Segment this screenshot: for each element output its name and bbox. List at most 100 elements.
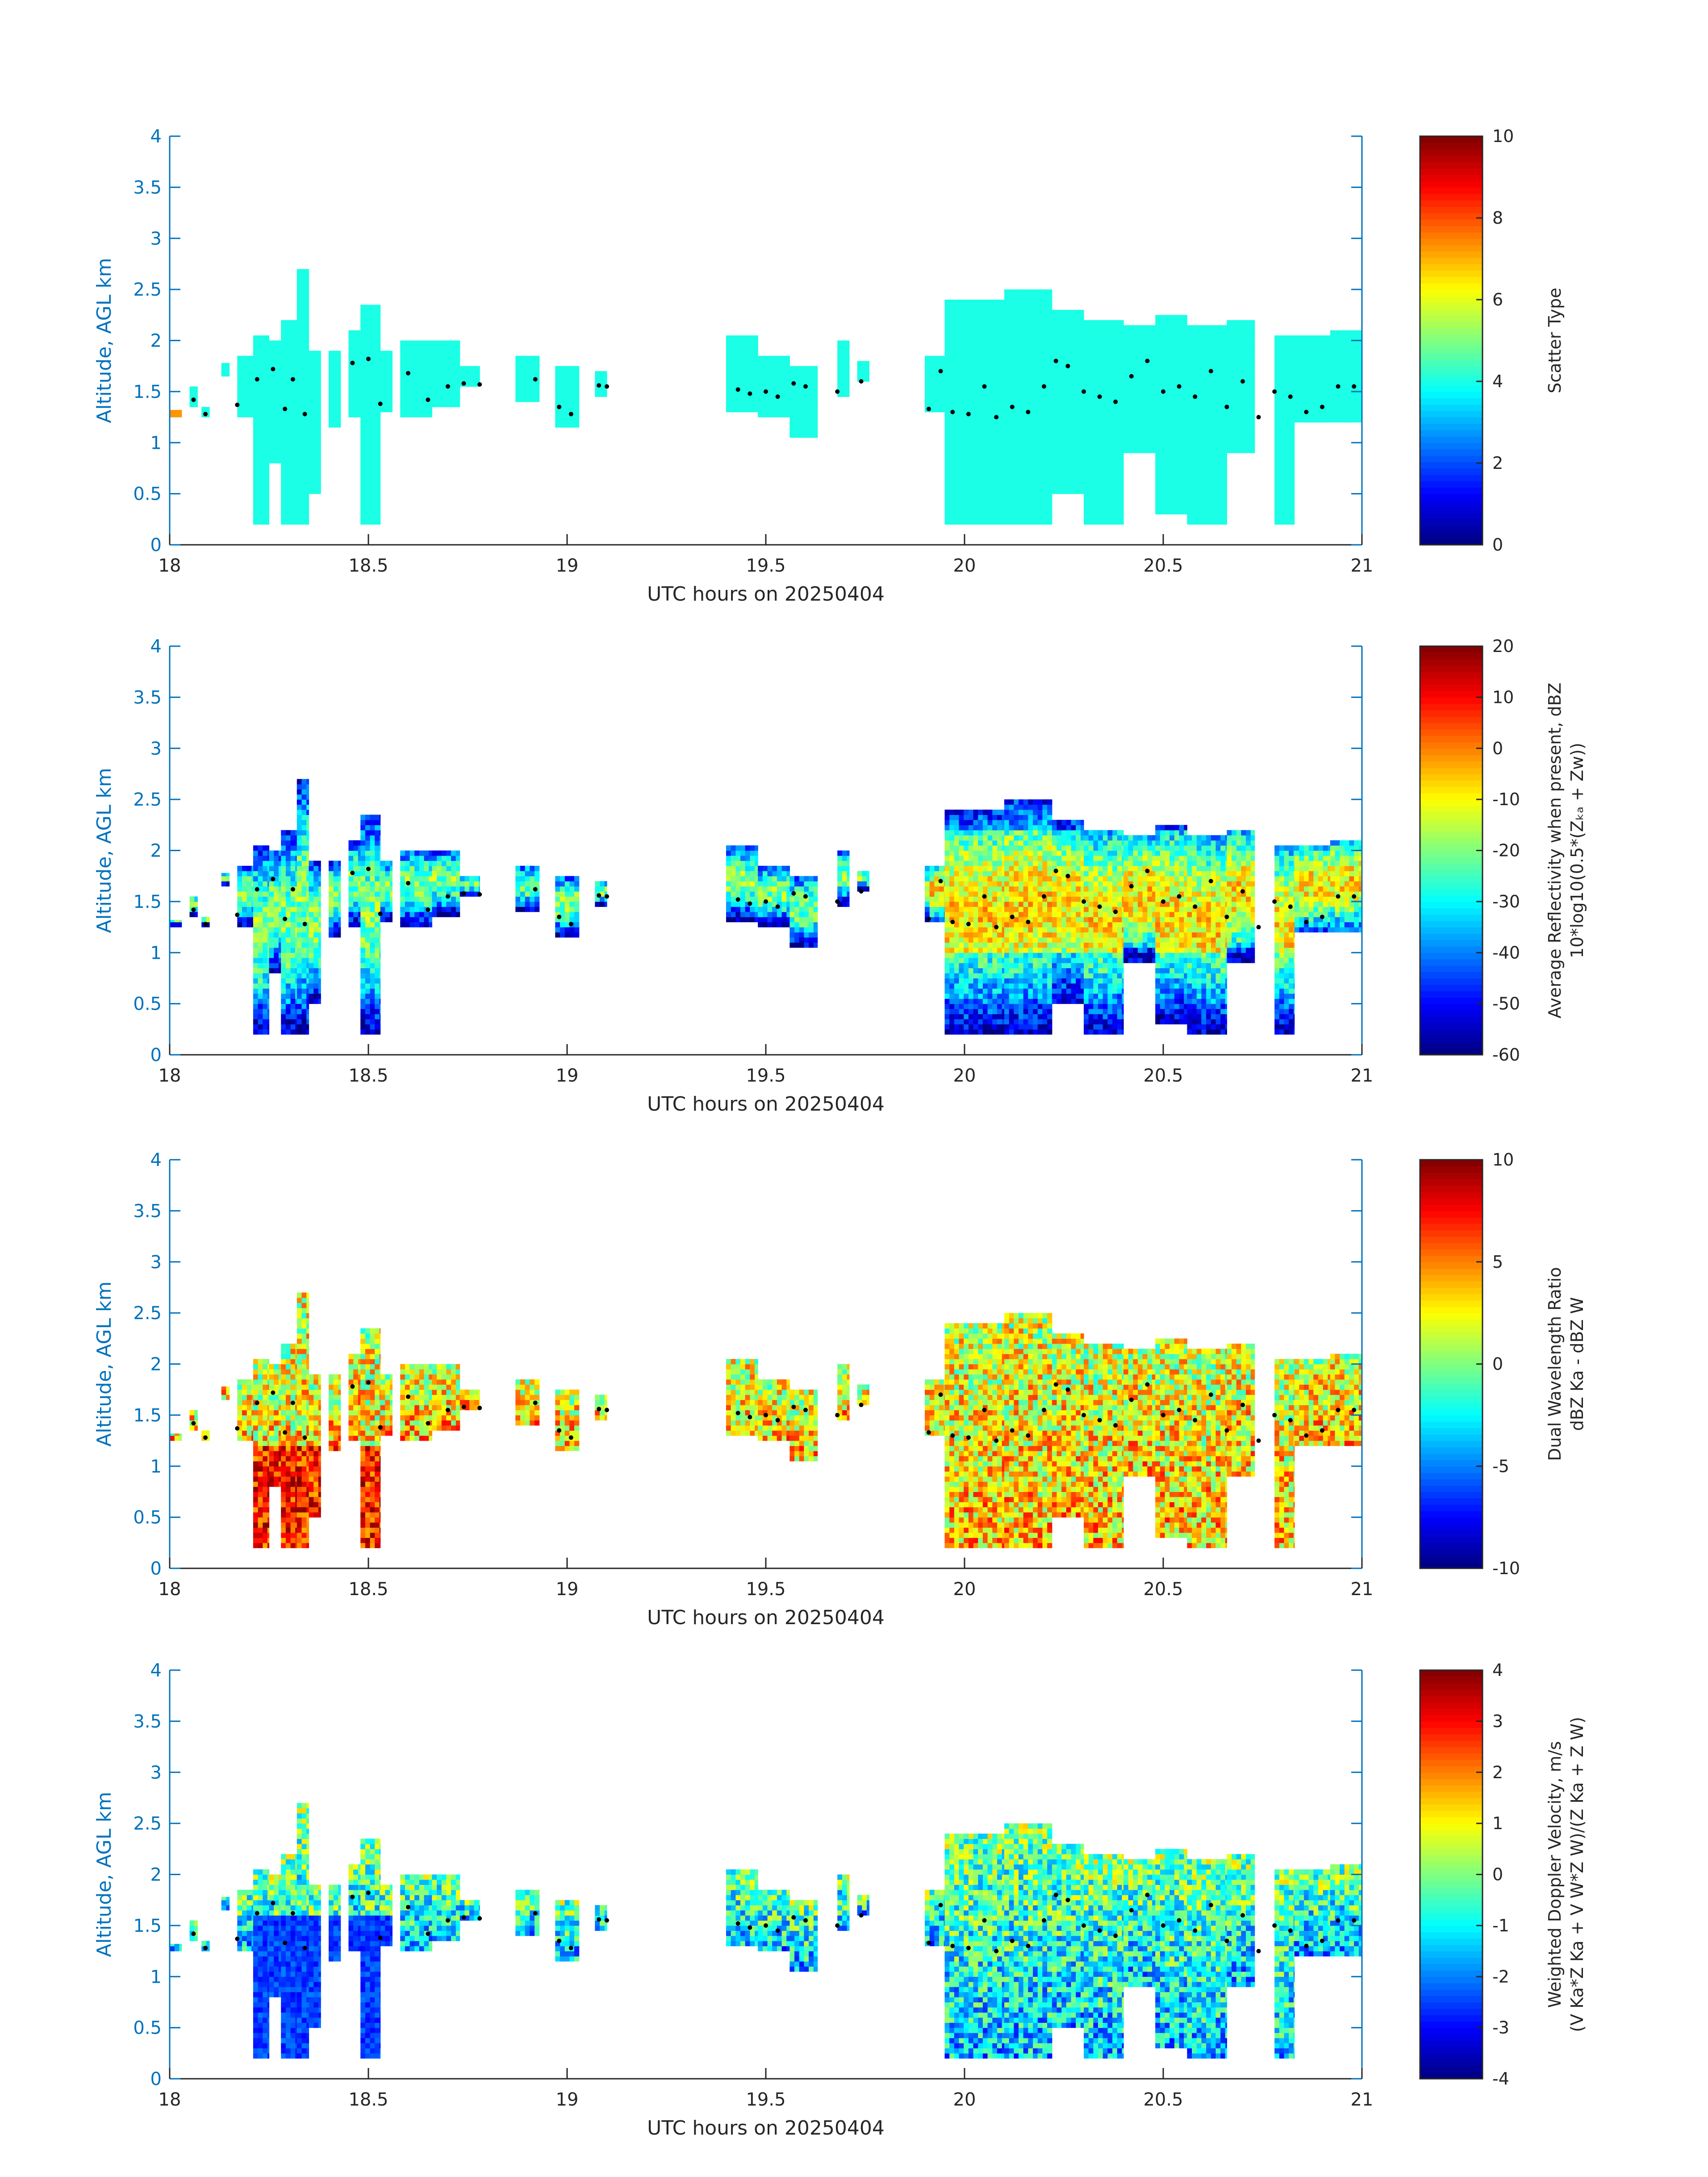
heatmap-cell (992, 361, 997, 366)
heatmap-cell (569, 397, 574, 402)
heatmap-cell (745, 407, 750, 412)
heatmap-cell (1004, 443, 1009, 448)
heatmap-cell (945, 422, 950, 428)
heatmap-cell (456, 386, 460, 392)
heatmap-cell (949, 366, 954, 372)
heatmap-cell (1138, 427, 1143, 433)
heatmap-cell (302, 295, 307, 300)
heatmap-cell (1042, 432, 1047, 438)
heatmap-cell (1160, 432, 1165, 438)
heatmap-cell (1216, 494, 1221, 499)
colorbar-band (1420, 238, 1482, 245)
colorbar-band (1420, 430, 1482, 437)
heatmap-cell (1284, 371, 1289, 376)
heatmap-cell (375, 514, 380, 519)
heatmap-cell (1289, 509, 1294, 514)
heatmap-cell (1241, 346, 1246, 351)
heatmap-cell (263, 392, 267, 397)
heatmap-cell (267, 371, 269, 376)
heatmap-cell (1201, 417, 1206, 422)
heatmap-cell (253, 484, 258, 489)
heatmap-cell (1028, 432, 1033, 438)
heatmap-cell (1184, 381, 1187, 387)
heatmap-cell (1033, 438, 1038, 443)
heatmap-cell (814, 366, 818, 372)
heatmap-cell (1160, 366, 1165, 372)
heatmap-cell (1211, 392, 1216, 397)
heatmap-cell (969, 300, 973, 305)
heatmap-cell (247, 356, 252, 361)
heatmap-cell (983, 371, 988, 376)
heatmap-cells (170, 269, 1362, 524)
heatmap-cell (1028, 468, 1033, 473)
heatmap-cell (1227, 351, 1232, 356)
heatmap-cell (605, 376, 607, 382)
heatmap-cell (1241, 366, 1246, 372)
heatmap-cell (1169, 453, 1174, 458)
heatmap-cell (1165, 453, 1170, 458)
heatmap-cell (992, 341, 997, 346)
heatmap-cell (794, 376, 799, 382)
heatmap-cell (1019, 366, 1023, 372)
heatmap-cell (424, 386, 429, 392)
heatmap-cell (360, 504, 365, 510)
heatmap-cell (1304, 402, 1309, 407)
heatmap-cell (410, 366, 415, 372)
heatmap-cell (405, 402, 410, 407)
heatmap-cell (1216, 509, 1221, 514)
heatmap-cell (804, 397, 809, 402)
heatmap-cell (269, 412, 274, 418)
heatmap-cell (390, 371, 393, 376)
heatmap-cell (515, 376, 520, 382)
heatmap-cell (1192, 458, 1197, 464)
heatmap-cell (279, 458, 281, 464)
heatmap-cell (286, 473, 291, 479)
heatmap-cell (1216, 504, 1221, 510)
heatmap-cell (1274, 346, 1279, 351)
heatmap-cell (1128, 351, 1133, 356)
heatmap-cell (1201, 381, 1206, 387)
heatmap-cell (1033, 494, 1038, 499)
heatmap-cell (1197, 381, 1202, 387)
heatmap-cell (370, 402, 375, 407)
heatmap-cell (1241, 351, 1246, 356)
heatmap-cell (1225, 397, 1227, 402)
heatmap-cell (1169, 417, 1174, 422)
heatmap-cell (786, 397, 790, 402)
heatmap-cell (1028, 494, 1033, 499)
heatmap-cell (309, 402, 314, 407)
heatmap-cell (269, 351, 274, 356)
heatmap-cell (302, 284, 307, 290)
heatmap-cell (1066, 463, 1071, 468)
heatmap-cell (959, 427, 964, 433)
heatmap-cell (286, 504, 291, 510)
y-tick-label: 4 (150, 126, 162, 147)
heatmap-cell (419, 346, 424, 351)
heatmap-cell (1033, 320, 1038, 326)
heatmap-cell (772, 386, 777, 392)
heatmap-cell (313, 381, 318, 387)
heatmap-cell (365, 499, 370, 504)
heatmap-cell (1071, 443, 1076, 448)
heatmap-cell (1084, 346, 1089, 351)
heatmap-cell (432, 341, 437, 346)
heatmap-cell (1187, 463, 1192, 468)
heatmap-cell (281, 376, 286, 382)
heatmap-cell (988, 514, 993, 519)
heatmap-cell (973, 504, 978, 510)
heatmap-cell (1184, 376, 1187, 382)
heatmap-cell (1133, 392, 1138, 397)
heatmap-cell (1061, 341, 1066, 346)
heatmap-cell (1284, 438, 1289, 443)
heatmap-cell (949, 468, 954, 473)
heatmap-cell (735, 366, 740, 372)
heatmap-cell (1284, 468, 1289, 473)
heatmap-cell (772, 407, 777, 412)
heatmap-cell (1225, 509, 1227, 514)
heatmap-cell (1002, 351, 1005, 356)
heatmap-cell (1038, 310, 1043, 315)
heatmap-cell (777, 366, 782, 372)
heatmap-cell (295, 499, 297, 504)
heatmap-cell (1143, 341, 1148, 346)
heatmap-cell (1061, 432, 1066, 438)
